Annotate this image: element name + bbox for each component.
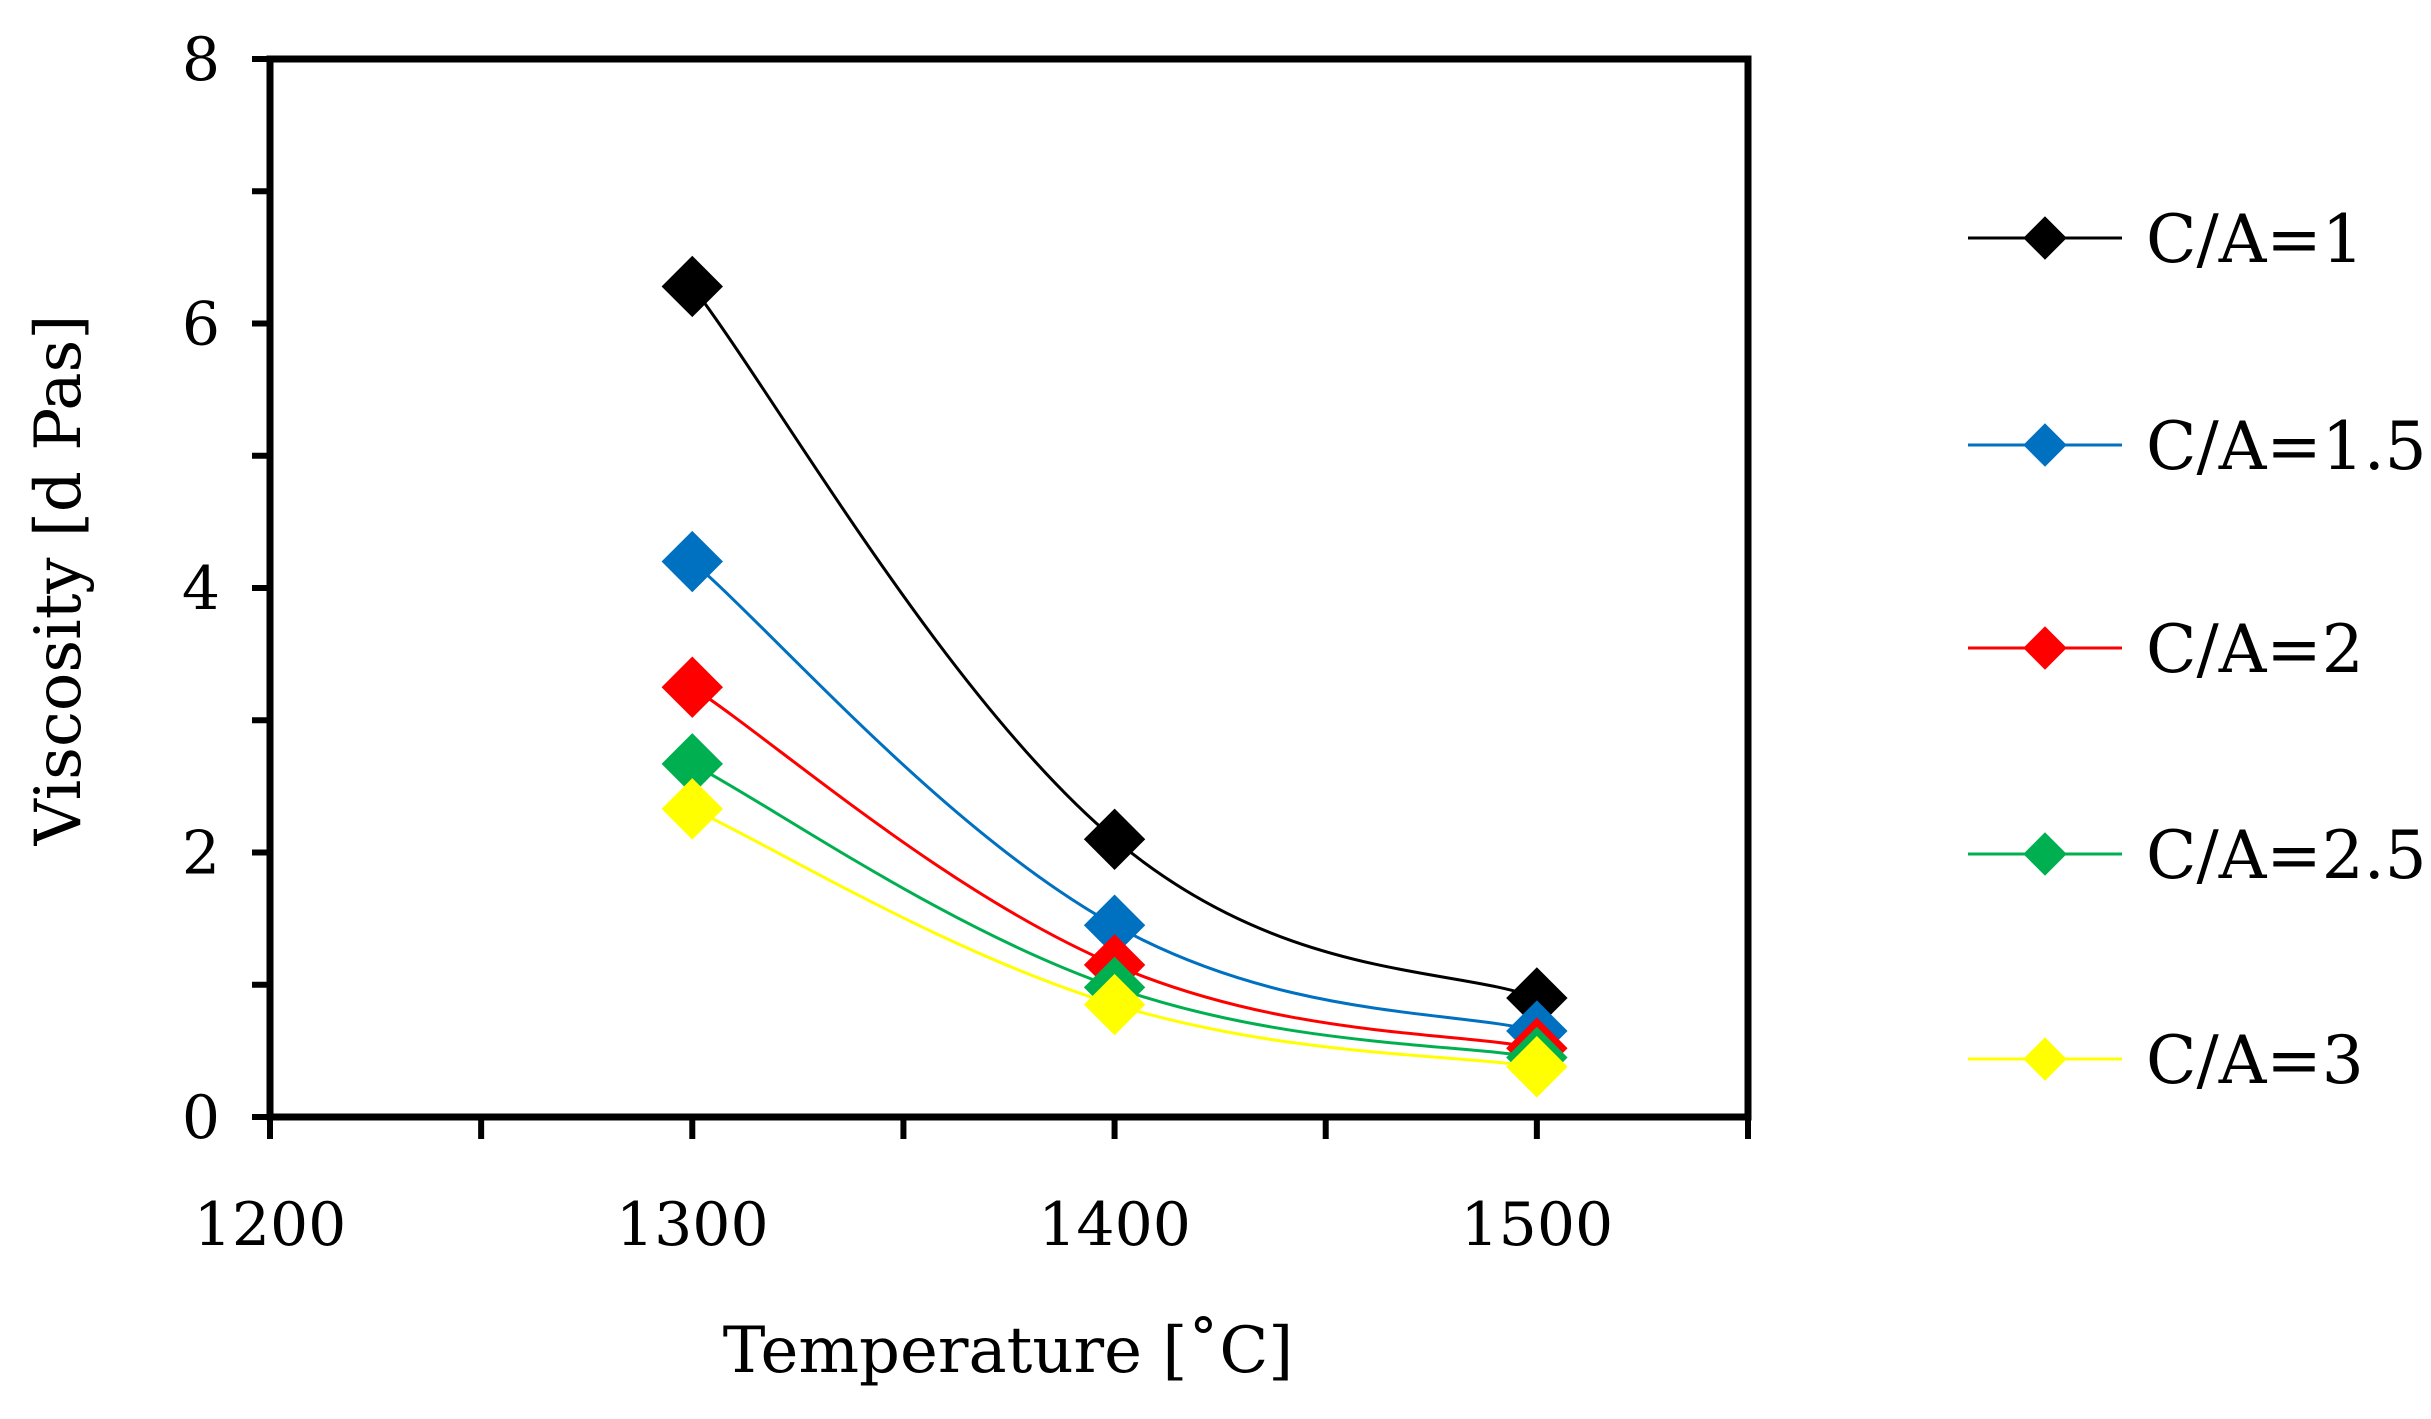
legend-item: C/A=3 — [1968, 1022, 2364, 1099]
legend-marker — [2023, 216, 2067, 260]
data-point — [661, 530, 723, 593]
plot-frame — [266, 55, 1752, 1121]
legend-item: C/A=1 — [1968, 201, 2364, 278]
legend-marker — [2023, 626, 2067, 670]
series-line — [691, 285, 1538, 1000]
legend: C/A=1 C/A=1.5 C/A=2 C/A=2.5 C/A=3 — [1968, 201, 2427, 1099]
series-4 — [661, 778, 1568, 1098]
axes-layer: 0 2 4 6 8 1200 1300 1400 1500 — [182, 25, 1752, 1260]
y-tick-label: 8 — [182, 25, 220, 95]
series-0 — [661, 255, 1568, 1029]
legend-label: C/A=1.5 — [2146, 408, 2427, 485]
x-tick-label: 1500 — [1461, 1190, 1614, 1260]
legend-label: C/A=2 — [2146, 611, 2364, 688]
legend-label: C/A=2.5 — [2146, 817, 2427, 894]
data-point — [661, 778, 723, 840]
data-point — [1506, 1036, 1568, 1098]
data-point — [661, 656, 723, 718]
legend-marker — [2023, 423, 2067, 467]
y-tick-label: 0 — [182, 1083, 220, 1153]
data-point — [1083, 973, 1146, 1036]
y-tick-label: 4 — [182, 554, 220, 624]
legend-item: C/A=1.5 — [1968, 408, 2427, 485]
y-axis-title: Viscosity [d Pas] — [22, 315, 96, 847]
data-point — [1083, 808, 1146, 870]
x-axis-title: Temperature [˚C] — [723, 1314, 1294, 1388]
x-tick-label: 1300 — [616, 1190, 769, 1260]
legend-label: C/A=1 — [2146, 201, 2364, 278]
legend-item: C/A=2 — [1968, 611, 2364, 688]
y-tick-label: 6 — [182, 290, 220, 360]
legend-marker — [2023, 832, 2067, 876]
legend-marker — [2023, 1037, 2067, 1081]
x-tick-label: 1400 — [1038, 1190, 1191, 1260]
legend-label: C/A=3 — [2146, 1022, 2364, 1099]
x-tick-label: 1200 — [194, 1190, 347, 1260]
y-tick-label: 2 — [182, 819, 220, 889]
legend-item: C/A=2.5 — [1968, 817, 2427, 894]
data-point — [661, 255, 723, 318]
series-layer — [661, 255, 1568, 1098]
